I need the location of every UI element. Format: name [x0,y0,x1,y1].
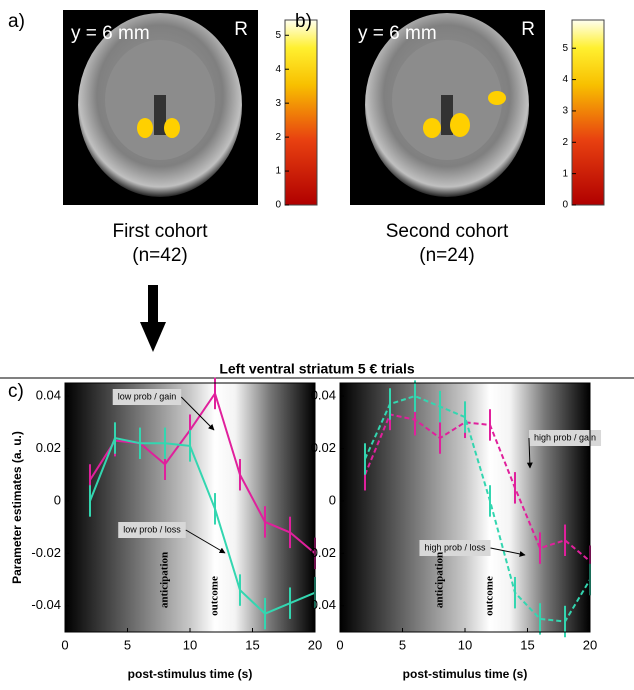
colorbar [572,20,604,205]
x-tick-label: 5 [124,637,131,652]
colorbar-tick-label: 5 [562,43,568,54]
colorbar-tick-label: 0 [275,200,281,211]
colorbar-tick-label: 3 [275,98,281,109]
annotation: low prob / gain [118,391,177,401]
x-tick-label: 5 [399,637,406,652]
y-tick-label: 0.04 [36,388,61,403]
caption: (n=24) [419,245,474,266]
phase-label: anticipation [434,552,446,608]
y-tick-label: 0 [329,492,336,507]
colorbar-tick-label: 2 [275,132,281,143]
chart-title: Left ventral striatum 5 € trials [219,361,415,377]
panel-label: a) [8,11,25,32]
phase-label: outcome [484,576,496,616]
phase-label: anticipation [159,552,171,608]
colorbar-tick-label: 4 [562,74,568,85]
colorbar-tick-label: 0 [562,200,568,211]
y-tick-label: 0.04 [311,388,336,403]
annotation: high prob / gain [534,432,596,442]
side-label: R [234,19,248,40]
panel-label: c) [8,381,24,402]
colorbar-tick-label: 2 [562,137,568,148]
phase-label: outcome [209,576,221,616]
x-tick-label: 20 [583,637,597,652]
figure: a) y = 6 mm R First cohort (n=42) 0 1 2 3 4 5 b) y =… [0,0,634,690]
caption: Second cohort [386,221,509,242]
y-tick-label: 0.02 [36,440,61,455]
colorbar [285,20,317,205]
colorbar-tick-label: 3 [562,106,568,117]
y-tick-label: 0.02 [311,440,336,455]
annotation: high prob / loss [424,542,486,552]
caption: First cohort [112,221,208,242]
x-tick-label: 15 [520,637,534,652]
annotation: low prob / loss [123,524,181,534]
colorbar-tick-label: 5 [275,30,281,41]
caption: (n=42) [132,245,187,266]
x-axis-label: post-stimulus time (s) [128,667,253,681]
x-tick-label: 0 [61,637,68,652]
y-tick-label: -0.04 [31,597,61,612]
slice-label: y = 6 mm [71,23,150,44]
panel-label: b) [295,11,312,32]
colorbar-tick-label: 1 [562,168,568,179]
x-tick-label: 10 [458,637,472,652]
x-axis-label: post-stimulus time (s) [403,667,528,681]
slice-label: y = 6 mm [358,23,437,44]
x-tick-label: 15 [245,637,259,652]
x-tick-label: 10 [183,637,197,652]
side-label: R [521,19,535,40]
colorbar-tick-label: 1 [275,166,281,177]
y-tick-label: -0.02 [31,545,61,560]
y-axis-label: Parameter estimates (a. u.) [10,431,24,584]
colorbar-tick-label: 4 [275,64,281,75]
y-tick-label: 0 [54,492,61,507]
x-tick-label: 20 [308,637,322,652]
arrow [140,285,166,352]
x-tick-label: 0 [336,637,343,652]
y-tick-label: 0.04 [311,597,336,612]
y-tick-label: 0.02 [311,545,336,560]
